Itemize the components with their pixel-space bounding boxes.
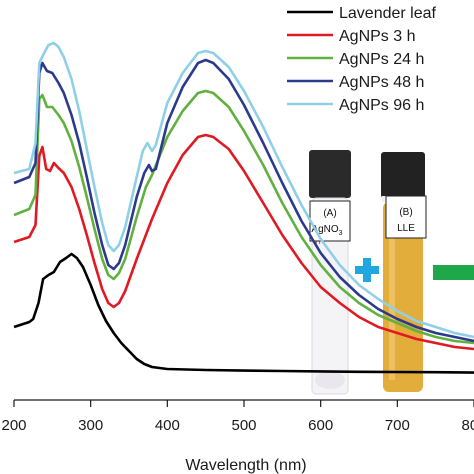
- vial-b-cap: [381, 152, 425, 198]
- legend-label: AgNPs 24 h: [339, 51, 424, 68]
- x-axis-ticks: 200 300 400 500 600 700 800: [1, 400, 474, 434]
- x-tick-label: 500: [231, 417, 256, 434]
- x-tick-label: 800: [461, 417, 474, 434]
- x-tick-label: 400: [155, 417, 180, 434]
- vial-inset: m (A) AgNO3 (B) LLE: [309, 150, 474, 395]
- x-tick-label: 600: [308, 417, 333, 434]
- legend: Lavender leaf AgNPs 3 h AgNPs 24 h AgNPs 48…: [287, 5, 437, 114]
- vial-a-cap: [309, 150, 351, 198]
- green-bar: [433, 265, 474, 280]
- vial-a-tag: [309, 200, 351, 242]
- legend-label: AgNPs 48 h: [339, 74, 424, 91]
- x-tick-label: 300: [78, 417, 103, 434]
- series-line-agnps-96-h: [13, 41, 474, 339]
- vial-a-formula: AgNO3: [311, 224, 342, 237]
- vial-a: m (A) AgNO3: [309, 150, 351, 395]
- x-axis-title: Wavelength (nm): [185, 457, 306, 474]
- vial-b-tag: [385, 195, 427, 239]
- x-tick-label: 200: [1, 417, 26, 434]
- series-line-agnps-24-h: [13, 89, 474, 345]
- legend-label: AgNPs 96 h: [339, 97, 424, 114]
- vial-b-shine: [389, 210, 395, 380]
- vial-b: (B) LLE: [381, 152, 427, 392]
- series-line-agnps-48-h: [13, 58, 474, 343]
- series-layer: [13, 41, 474, 374]
- vial-a-liquid: [315, 371, 345, 389]
- x-tick-label: 700: [385, 417, 410, 434]
- legend-label: AgNPs 3 h: [339, 28, 415, 45]
- vial-a-label: (A): [323, 208, 336, 219]
- legend-label: Lavender leaf: [339, 5, 437, 22]
- plus-icon: [355, 258, 379, 282]
- vial-b-text: LLE: [397, 223, 415, 234]
- series-line-lavender-leaf: [13, 252, 474, 374]
- series-line-agnps-3-h: [13, 133, 474, 351]
- vial-b-label: (B): [399, 207, 412, 218]
